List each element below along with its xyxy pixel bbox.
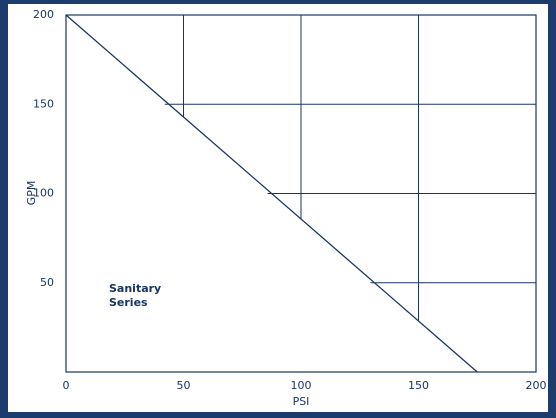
x-tick-label: 200 <box>526 379 547 392</box>
y-axis-label: GPM <box>25 181 38 206</box>
x-tick-label: 50 <box>177 379 191 392</box>
annotation: Series <box>109 296 148 309</box>
y-tick-label: 50 <box>40 276 54 289</box>
y-tick-label: 150 <box>33 97 54 110</box>
x-axis-label: PSI <box>293 395 310 408</box>
annotation: Sanitary <box>109 282 161 295</box>
line <box>65 14 478 373</box>
y-tick-label: 100 <box>33 187 54 200</box>
x-tick-label: 100 <box>291 379 312 392</box>
x-tick-label: 150 <box>408 379 429 392</box>
chart-background <box>8 4 548 412</box>
y-tick-label: 200 <box>33 8 54 21</box>
x-tick-label: 0 <box>63 379 70 392</box>
